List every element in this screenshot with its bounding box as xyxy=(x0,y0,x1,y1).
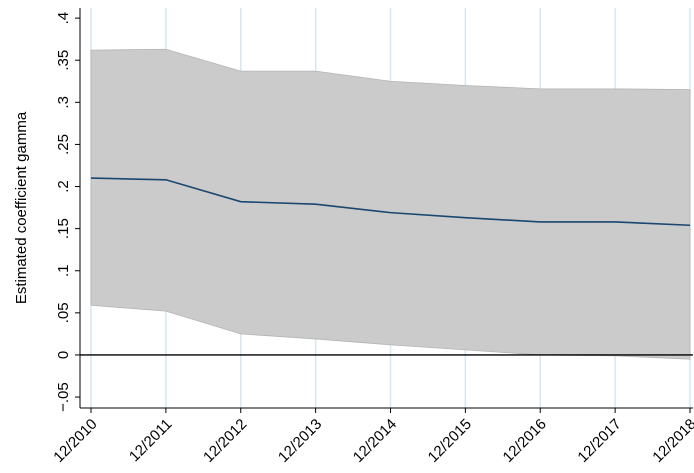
y-tick-label: .3 xyxy=(55,96,72,109)
x-tick-label: 12/2014 xyxy=(350,416,400,466)
estimate-line xyxy=(90,177,691,227)
y-tick-label: .2 xyxy=(55,180,72,193)
x-tick-label: 12/2010 xyxy=(50,416,100,466)
y-tick-label: .1 xyxy=(55,264,72,277)
y-tick-label: −.05 xyxy=(55,382,72,412)
x-tick-label: 12/2018 xyxy=(649,416,694,466)
y-tick-label: 0 xyxy=(55,351,72,359)
confidence-band xyxy=(90,48,691,360)
y-tick-label: .05 xyxy=(55,302,72,323)
x-tick-label: 12/2017 xyxy=(574,416,624,466)
x-tick-label: 12/2015 xyxy=(425,416,475,466)
y-tick-label: .15 xyxy=(55,218,72,239)
y-tick-label: .4 xyxy=(55,12,72,25)
x-tick-label: 12/2016 xyxy=(500,416,550,466)
x-tick-label: 12/2011 xyxy=(126,416,176,466)
x-tick-label: 12/2012 xyxy=(200,416,250,466)
y-axis-label: Estimated coefficient gamma xyxy=(13,111,30,304)
y-tick-label: .35 xyxy=(55,50,72,71)
x-tick-label: 12/2013 xyxy=(275,416,325,466)
y-tick-label: .25 xyxy=(55,134,72,155)
